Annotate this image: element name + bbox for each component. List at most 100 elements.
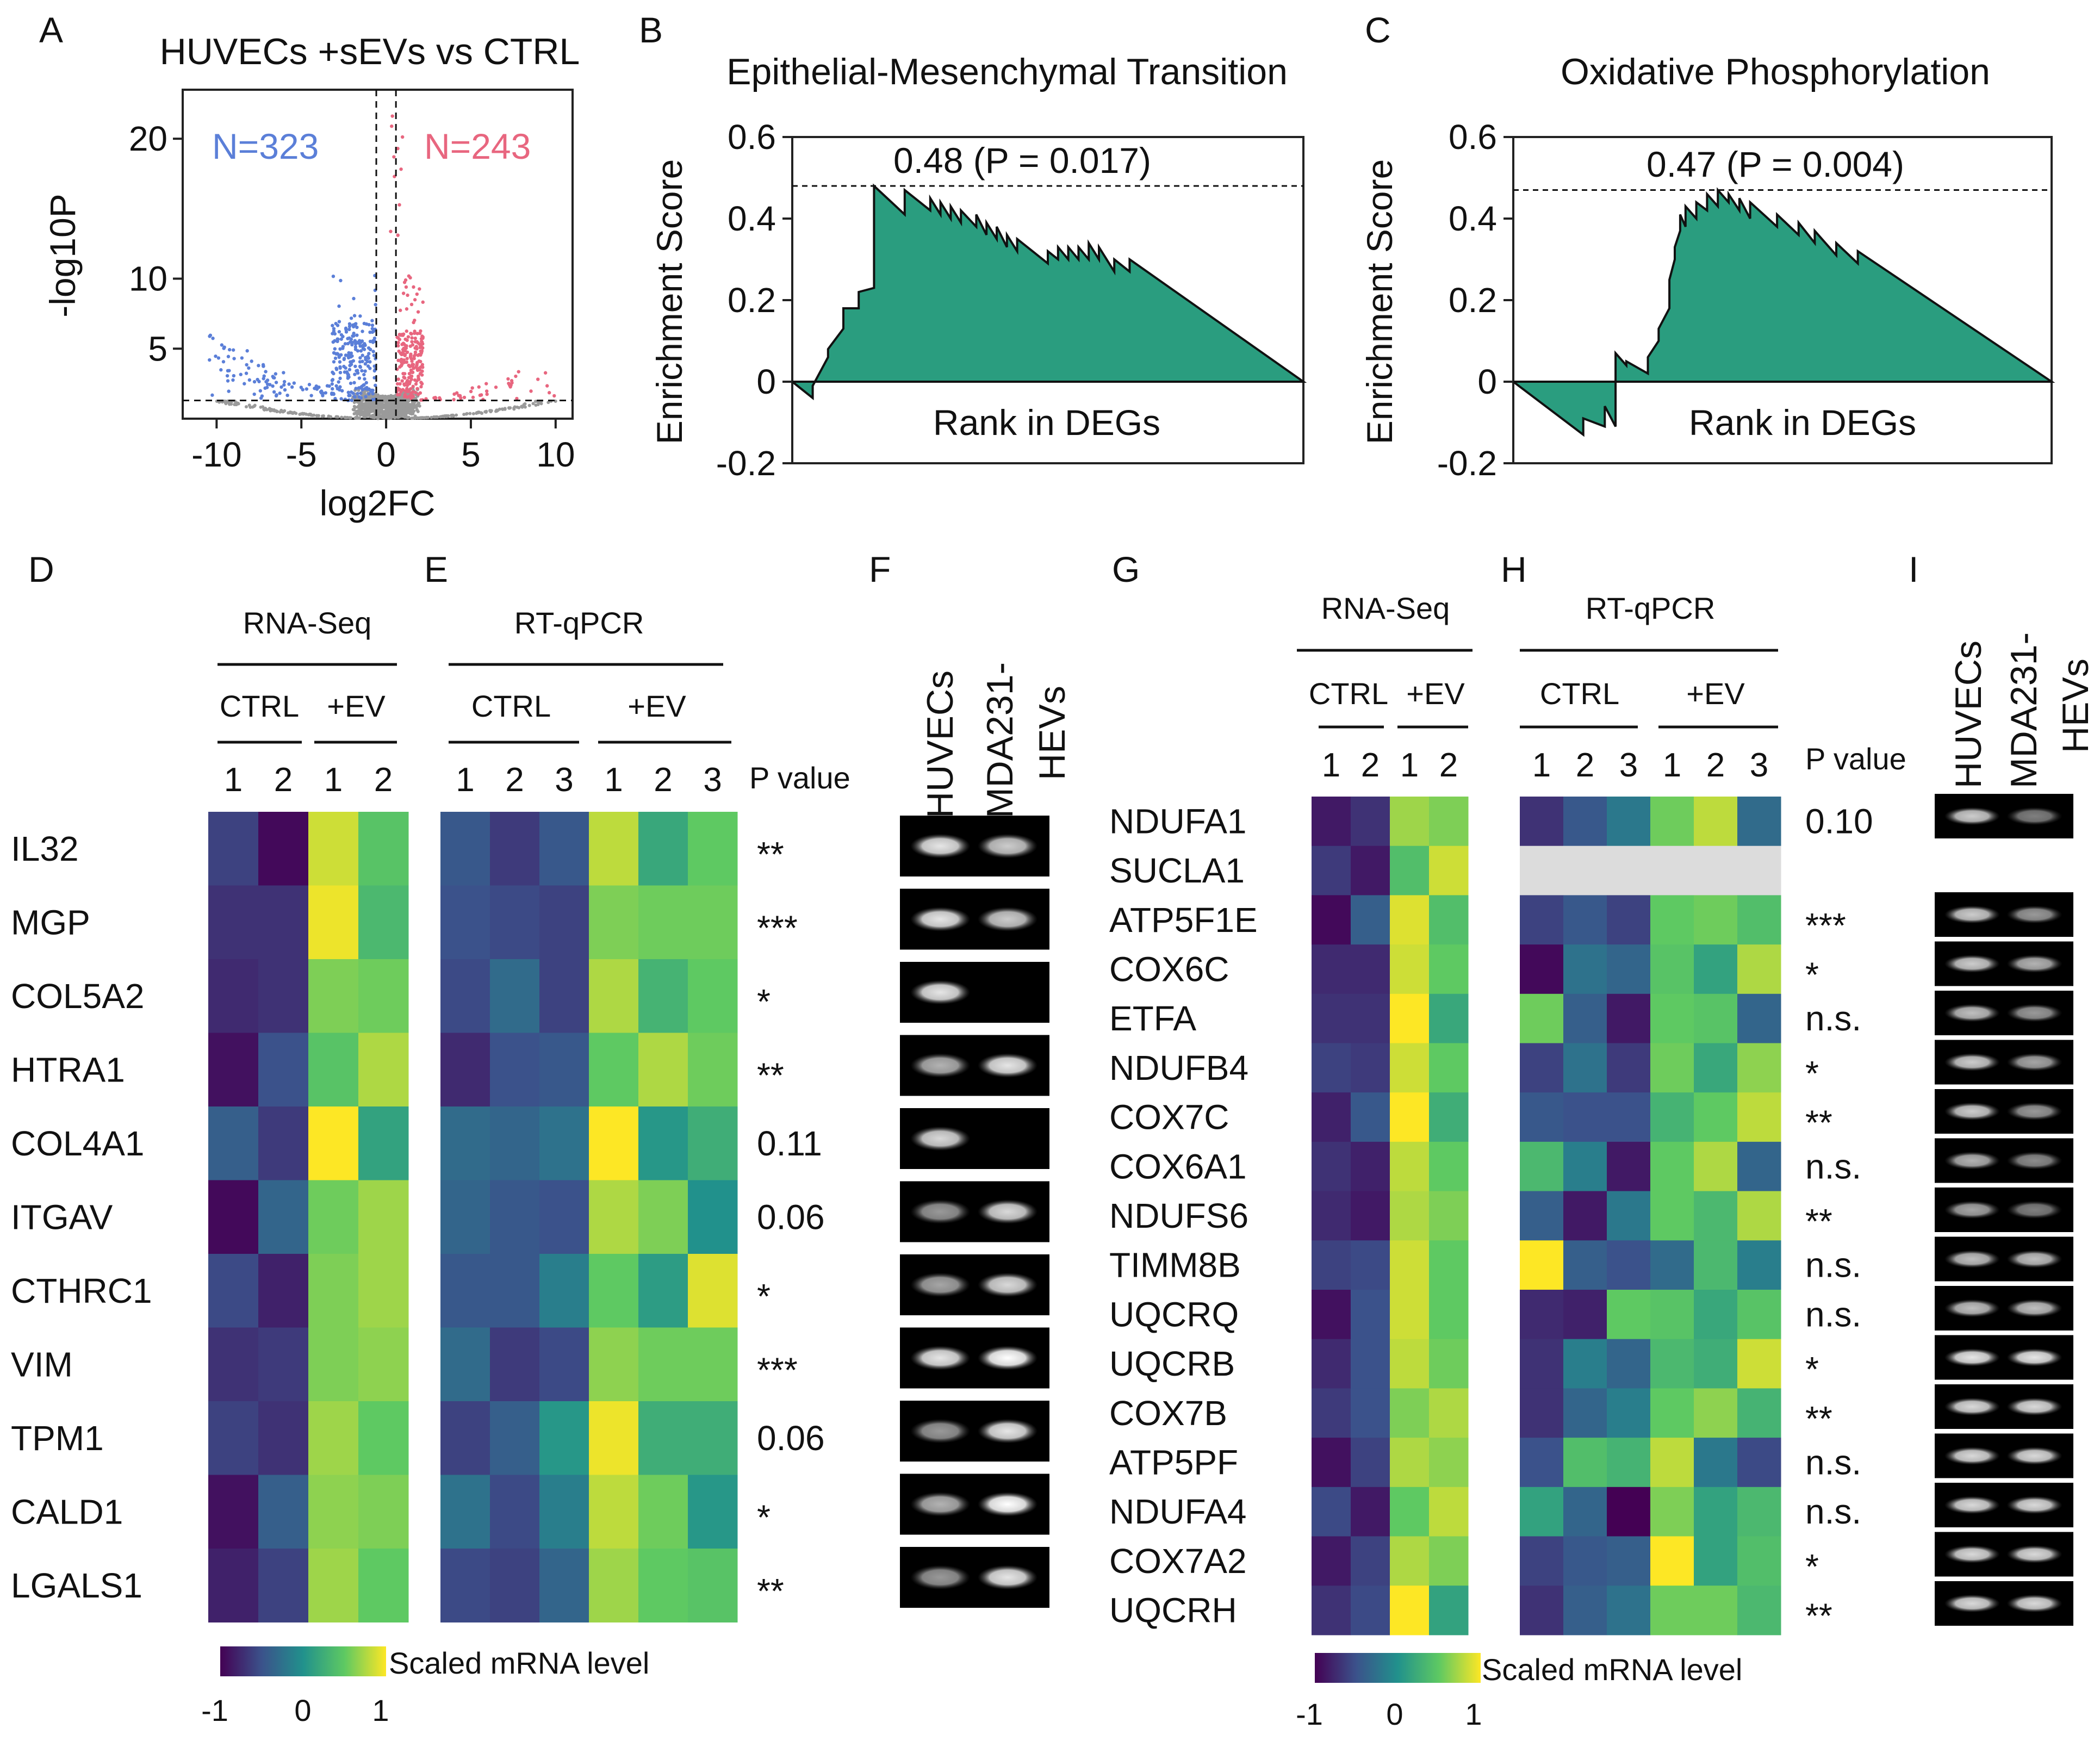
volcano-point-down [348,394,352,397]
rnaseq-cell [1429,1141,1469,1192]
gsea-emt-peak-label: 0.48 (P = 0.017) [893,140,1151,181]
volcano-point-up [406,335,411,339]
volcano-point-down [240,356,244,360]
volcano-point-down [341,346,345,350]
rnaseq-cell [1429,845,1469,896]
rnaseq-cell [258,1106,309,1180]
qpcr-cell [1607,1240,1651,1290]
volcano-point-down [258,389,263,393]
rnaseq-cell [308,1475,359,1549]
gel-band [910,1492,971,1516]
qpcr-cell [1650,1339,1694,1389]
qpcr-cell [688,1033,738,1107]
volcano-point-down [271,384,275,388]
volcano-point-ns [354,416,358,420]
volcano-point-down [232,374,236,378]
volcano-point-ns [399,409,403,413]
rnaseq-cell [358,812,409,886]
rnaseq-cell [1312,845,1351,896]
qpcr-cell [1694,1339,1738,1389]
gel-band [2006,1397,2062,1416]
qpcr-cell [589,1475,639,1549]
volcano-point-ns [430,415,433,419]
qpcr-cell [1694,1290,1738,1340]
emt-rnaseq-ev: +EV [327,689,386,723]
qpcr-cell [1650,1586,1694,1636]
gene-label: LGALS1 [11,1566,142,1605]
qpcr-cell [1737,1191,1781,1241]
volcano-point-down [282,383,286,387]
rnaseq-cell [1429,1092,1469,1142]
gene-label: CTHRC1 [11,1271,152,1310]
volcano-point-up [403,393,407,396]
pvalue-label: 0.10 [1805,801,1873,841]
volcano-point-ns [403,402,407,406]
gel-band [2006,1201,2062,1219]
pvalue-label: *** [757,908,798,947]
rnaseq-cell [358,1401,409,1475]
volcano-point-down [359,349,363,353]
qpcr-cell [638,1475,688,1549]
volcano-point-down [331,274,335,278]
volcano-point-down [334,321,338,326]
qpcr-cell [1737,1141,1781,1192]
volcano-point-down [225,374,229,378]
rnaseq-cell [1390,1438,1430,1488]
gel-band [910,1346,971,1370]
volcano-point-down [361,388,364,392]
volcano-point-down [333,339,337,343]
gsea-emt-title: Epithelial-Mesenchymal Transition [726,51,1288,92]
gel-band [910,1272,971,1297]
volcano-point-ns [378,408,382,412]
gel-band [2006,1004,2062,1022]
volcano-point-up [452,392,456,396]
volcano-point-down [330,382,334,386]
qpcr-cell [490,959,540,1033]
rnaseq-cell [1390,944,1430,994]
gel-band [978,1053,1037,1078]
volcano-point-down [332,360,336,364]
volcano-point-up [399,388,403,393]
volcano-point-ns [244,405,248,409]
volcano-point-down [252,392,256,396]
gene-label: UQCRH [1109,1591,1237,1630]
emt-rnaseq-ctrl: CTRL [220,689,299,723]
qpcr-cell [688,812,738,886]
emt-legend-tick-max: 1 [372,1693,389,1727]
volcano-point-down [338,370,343,375]
volcano-point-up [402,358,406,362]
qpcr-cell [1737,1388,1781,1438]
rnaseq-cell [208,1401,259,1475]
volcano-point-up [411,395,415,399]
qpcr-cell [1520,1191,1564,1241]
qpcr-cell [1520,1141,1564,1192]
emt-heatmap: RNA-Seq CTRL +EV RT-qPCR CTRL +EV P valu… [11,606,850,1727]
ox-gel-lane-1: HUVECs [1948,641,1989,788]
volcano-point-down [272,390,276,394]
rnaseq-cell [358,1475,409,1549]
volcano-point-ns [248,406,252,409]
volcano-point-down [262,374,266,378]
volcano-point-up [420,369,424,373]
qpcr-cell [1563,1240,1607,1290]
volcano-point-down [334,384,338,388]
volcano-point-up [402,382,406,386]
volcano-point-up [396,233,400,237]
volcano-point-ns [389,413,393,416]
qpcr-cell [490,1254,540,1328]
qpcr-cell [1563,797,1607,847]
volcano-point-down [358,344,362,348]
qpcr-cell [1694,797,1738,847]
qpcr-cell [1607,1339,1651,1389]
volcano-point-down [352,296,356,301]
volcano-point-down [333,396,337,401]
gsea-ytick-label: 0.2 [1449,281,1497,320]
volcano-point-up [400,135,405,139]
gel-band [978,907,1037,931]
volcano-point-up [413,318,417,322]
volcano-point-up [416,310,420,314]
volcano-point-ns [483,410,487,414]
qpcr-cell [440,1033,490,1107]
volcano-point-ns [515,405,519,409]
pvalue-label: * [1805,1054,1819,1093]
